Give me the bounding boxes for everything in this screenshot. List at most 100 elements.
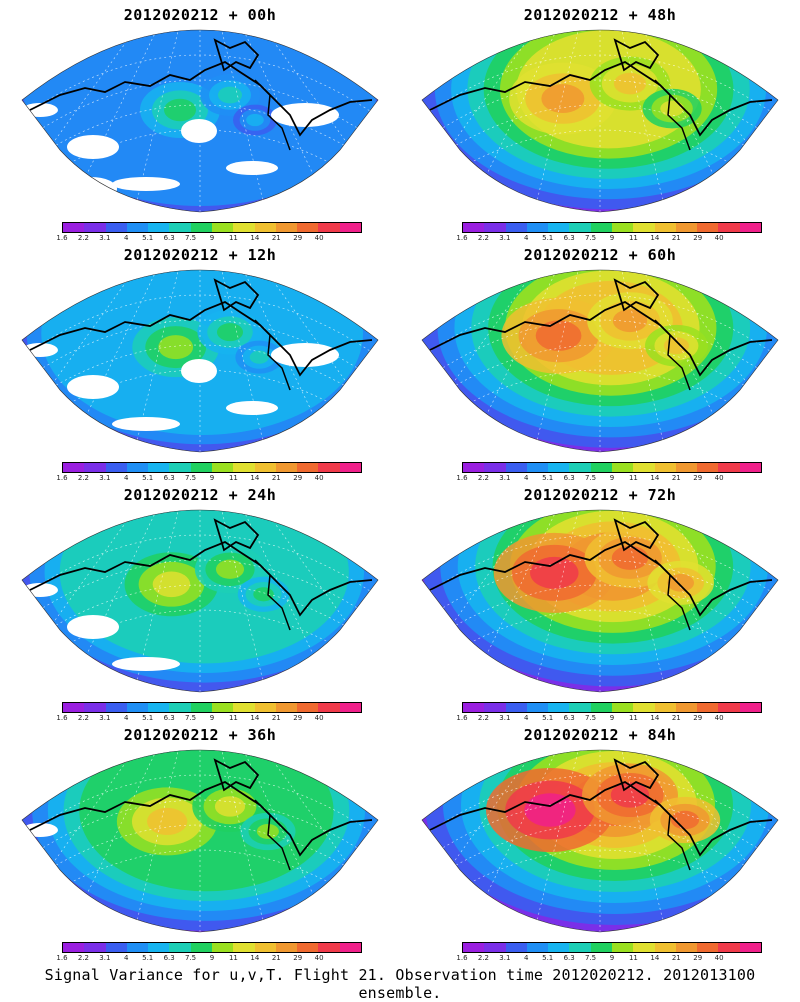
colorbar-tick-label: 40 [314, 954, 324, 962]
colorbar-swatch [233, 223, 255, 232]
colorbar-tick-label: 11 [628, 714, 638, 722]
colorbar-swatch [148, 223, 170, 232]
colorbar [62, 222, 362, 233]
colorbar-swatch [633, 703, 655, 712]
colorbar-swatch [697, 943, 719, 952]
colorbar-tick-label: 6.3 [563, 234, 575, 242]
colorbar-tick-label: 7.5 [584, 954, 597, 962]
colorbar-swatch [211, 703, 234, 712]
colorbar-labels: 1.6 2.2 3.1 4 5.1 6.3 7.5 9 11 14 21 29 40 [56, 954, 362, 964]
colorbar-swatch [505, 223, 527, 232]
colorbar-tick-label: 21 [271, 954, 281, 962]
colorbar-tick-label: 7.5 [584, 714, 597, 722]
colorbar-swatch [505, 463, 527, 472]
colorbar-swatch [126, 223, 149, 232]
colorbar-swatch [505, 703, 527, 712]
colorbar-tick-label: 21 [671, 474, 681, 482]
colorbar-tick-label: 14 [650, 234, 660, 242]
colorbar-swatch [484, 943, 506, 952]
colorbar-swatch [233, 943, 255, 952]
colorbar [462, 702, 762, 713]
colorbar-swatch [297, 463, 319, 472]
colorbar-tick-label: 2.2 [77, 714, 89, 722]
colorbar-tick-label: 21 [671, 954, 681, 962]
colorbar-tick-label: 9 [609, 474, 615, 482]
variance-map [421, 749, 779, 933]
colorbar-tick-label: 11 [628, 954, 638, 962]
colorbar-tick-label: 5.1 [142, 714, 154, 722]
colorbar-swatch [633, 223, 655, 232]
colorbar-swatch [739, 223, 761, 232]
colorbar-swatch [339, 943, 361, 952]
panel-60h: 2012020212 + 60h 1.6 2.2 3.1 4 5.1 6.3 7.5 9 11 1… [400, 240, 800, 482]
colorbar-swatch [697, 463, 719, 472]
colorbar-swatch [318, 223, 340, 232]
colorbar-swatch [675, 463, 698, 472]
colorbar-tick-label: 7.5 [584, 474, 597, 482]
colorbar-tick-label: 2.2 [77, 954, 89, 962]
colorbar-tick-label: 40 [314, 714, 324, 722]
colorbar-tick-label: 21 [671, 234, 681, 242]
colorbar-swatch [84, 943, 106, 952]
colorbar-tick-label: 40 [314, 234, 324, 242]
colorbar-tick-label: 3.1 [99, 954, 111, 962]
colorbar-tick-label: 9 [609, 954, 615, 962]
panel-title: 2012020212 + 00h [123, 6, 277, 24]
colorbar-tick-label: 14 [250, 954, 260, 962]
colorbar-tick-label: 4 [124, 474, 129, 482]
colorbar-swatch [484, 223, 506, 232]
colorbar-tick-label: 5.1 [542, 234, 554, 242]
colorbar-swatch [318, 463, 340, 472]
colorbar-tick-label: 9 [209, 474, 215, 482]
colorbar-tick-label: 6.3 [163, 954, 175, 962]
colorbar-swatch [297, 223, 319, 232]
colorbar-tick-label: 1.6 [56, 474, 68, 482]
colorbar-tick-label: 40 [714, 474, 724, 482]
colorbar-tick-label: 14 [650, 474, 660, 482]
panel-72h: 2012020212 + 72h 1.6 2.2 3.1 4 5.1 6.3 7.5 9 11 1… [400, 480, 800, 722]
colorbar-swatch [526, 223, 549, 232]
colorbar-swatch [254, 463, 276, 472]
colorbar-labels: 1.6 2.2 3.1 4 5.1 6.3 7.5 9 11 14 21 29 40 [56, 474, 362, 484]
colorbar-swatch [169, 703, 191, 712]
panel-48h: 2012020212 + 48h 1.6 2.2 3.1 4 5.1 6.3 7.5 9 11 1… [400, 0, 800, 242]
colorbar-swatch [697, 703, 719, 712]
colorbar-tick-label: 4 [524, 954, 529, 962]
colorbar-tick-label: 40 [714, 714, 724, 722]
colorbar-tick-label: 5.1 [142, 954, 154, 962]
colorbar-tick-label: 4 [124, 954, 129, 962]
colorbar-tick-label: 7.5 [584, 234, 597, 242]
colorbar-swatch [190, 463, 212, 472]
colorbar-swatch [105, 223, 127, 232]
colorbar-swatch [148, 703, 170, 712]
colorbar-swatch [63, 463, 85, 472]
panel-00h: 2012020212 + 00h 1.6 2.2 3.1 4 5.1 6.3 7.5 9 11 1… [0, 0, 400, 242]
colorbar-tick-label: 4 [524, 234, 529, 242]
colorbar-tick-label: 14 [650, 714, 660, 722]
colorbar-swatch [339, 463, 361, 472]
colorbar-tick-label: 3.1 [499, 234, 511, 242]
panel-12h: 2012020212 + 12h 1.6 2.2 3.1 4 5.1 6.3 7.5 9 11 1… [0, 240, 400, 482]
colorbar-tick-label: 1.6 [456, 234, 468, 242]
colorbar-swatch [526, 703, 549, 712]
colorbar-tick-label: 4 [524, 714, 529, 722]
variance-map [21, 509, 379, 693]
colorbar-swatch [654, 703, 676, 712]
colorbar-swatch [505, 943, 527, 952]
colorbar-tick-label: 11 [228, 474, 238, 482]
colorbar-tick-label: 3.1 [99, 234, 111, 242]
colorbar-tick-label: 6.3 [163, 474, 175, 482]
variance-map [21, 29, 379, 213]
colorbar-tick-label: 3.1 [499, 714, 511, 722]
colorbar-tick-label: 2.2 [77, 474, 89, 482]
colorbar-tick-label: 3.1 [99, 474, 111, 482]
colorbar-swatch [548, 463, 570, 472]
colorbar-tick-label: 5.1 [542, 714, 554, 722]
panel-title: 2012020212 + 12h [123, 246, 277, 264]
colorbar-labels: 1.6 2.2 3.1 4 5.1 6.3 7.5 9 11 14 21 29 40 [56, 714, 362, 724]
colorbar-swatch [84, 223, 106, 232]
colorbar-tick-label: 40 [314, 474, 324, 482]
colorbar-tick-label: 1.6 [56, 714, 68, 722]
colorbar-swatch [697, 223, 719, 232]
colorbar-swatch [548, 223, 570, 232]
